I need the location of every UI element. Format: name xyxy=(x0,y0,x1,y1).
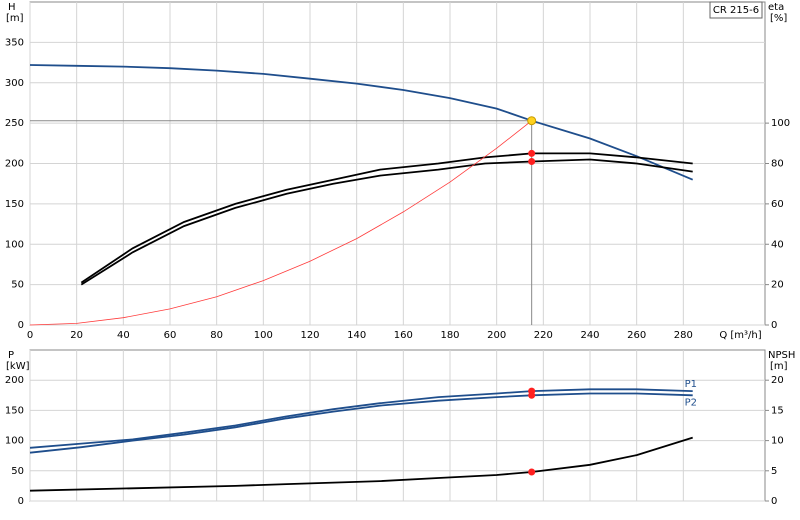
y2-tick-label: 10 xyxy=(771,436,784,447)
x-tick-label: 120 xyxy=(300,330,319,341)
x-tick-label: 180 xyxy=(440,330,459,341)
curve xyxy=(80,152,693,284)
title-box xyxy=(709,1,763,19)
x-tick-label: 160 xyxy=(394,330,413,341)
duty-marker xyxy=(528,468,536,476)
series-label: P1 xyxy=(685,379,697,390)
y-tick-label: 50 xyxy=(11,280,24,291)
curve xyxy=(29,64,694,181)
x-tick-label: 20 xyxy=(70,330,83,341)
x-tick-label: 140 xyxy=(347,330,366,341)
x-tick-label: 280 xyxy=(674,330,693,341)
duty-marker xyxy=(528,149,536,157)
y-tick-label: 0 xyxy=(18,496,24,507)
y-tick-label: 300 xyxy=(5,78,24,89)
y-axis-label: H xyxy=(8,2,16,13)
y2-tick-label: 80 xyxy=(771,159,784,170)
plot-area xyxy=(29,349,766,502)
curve xyxy=(29,388,693,449)
y-tick-label: 100 xyxy=(5,239,24,250)
duty-point xyxy=(527,116,537,126)
y2-tick-label: 0 xyxy=(771,496,777,507)
x-tick-label: 100 xyxy=(254,330,273,341)
y2-tick-label: 20 xyxy=(771,375,784,386)
y-tick-label: 350 xyxy=(5,37,24,48)
y-tick-label: 250 xyxy=(5,118,24,129)
y2-tick-label: 40 xyxy=(771,239,784,250)
curve xyxy=(29,436,693,492)
y2-tick-label: 0 xyxy=(771,320,777,331)
y2-tick-label: 15 xyxy=(771,405,784,416)
y-tick-label: 150 xyxy=(5,199,24,210)
x-tick-label: 260 xyxy=(627,330,646,341)
y-tick-label: 100 xyxy=(5,436,24,447)
y2-tick-label: 20 xyxy=(771,280,784,291)
y-tick-label: 200 xyxy=(5,375,24,386)
y2-axis-unit: [m] xyxy=(770,361,788,372)
y-tick-label: 150 xyxy=(5,405,24,416)
x-tick-label: 220 xyxy=(534,330,553,341)
x-tick-label: 80 xyxy=(210,330,223,341)
y-tick-label: 0 xyxy=(18,320,24,331)
curve xyxy=(29,120,532,326)
x-axis-label: Q [m³/h] xyxy=(719,330,761,341)
y2-axis-label: eta xyxy=(768,2,784,13)
duty-marker xyxy=(528,157,536,165)
y2-tick-label: 60 xyxy=(771,199,784,210)
curve xyxy=(29,392,693,454)
y-axis-unit: [kW] xyxy=(6,361,30,372)
y-tick-label: 50 xyxy=(11,466,24,477)
chart-title: CR 215-6 xyxy=(713,5,759,16)
duty-marker xyxy=(528,391,536,399)
y-tick-label: 200 xyxy=(5,159,24,170)
y2-axis-label: NPSH xyxy=(768,350,795,361)
y2-tick-label: 100 xyxy=(771,118,790,129)
x-tick-label: 200 xyxy=(487,330,506,341)
y2-axis-unit: [%] xyxy=(770,13,787,24)
x-tick-label: 240 xyxy=(580,330,599,341)
x-tick-label: 0 xyxy=(27,330,33,341)
curve xyxy=(80,158,693,286)
y2-tick-label: 5 xyxy=(771,466,777,477)
x-tick-label: 40 xyxy=(117,330,130,341)
x-tick-label: 60 xyxy=(164,330,177,341)
y-axis-unit: [m] xyxy=(6,13,24,24)
y-axis-label: P xyxy=(8,350,14,361)
series-label: P2 xyxy=(685,397,697,408)
